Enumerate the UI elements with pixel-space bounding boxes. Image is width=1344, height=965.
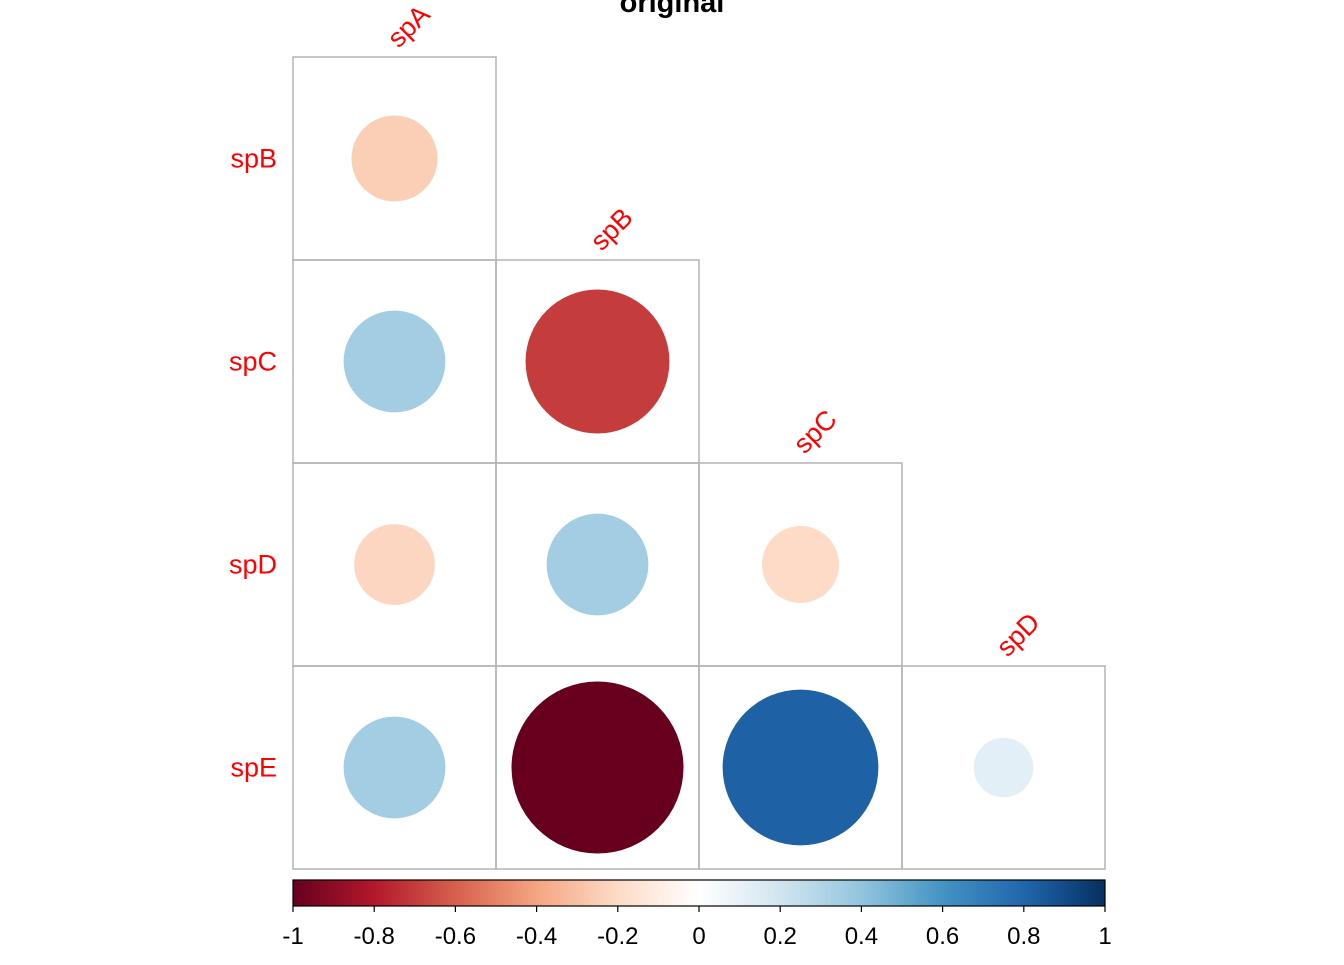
- circle-spE-spC: [722, 689, 879, 846]
- circle-marks: [343, 115, 1034, 854]
- colorbar-tick-label: 0.8: [1007, 923, 1040, 950]
- chart-title: original: [620, 0, 725, 19]
- circle-spE-spA: [343, 716, 446, 819]
- circle-spC-spA: [343, 310, 446, 413]
- col-label-spD: spD: [991, 607, 1046, 662]
- col-label-spA: spA: [382, 0, 436, 53]
- column-labels: spA spB spC spD: [382, 0, 1046, 662]
- colorbar-tick-label: -0.6: [435, 923, 476, 950]
- row-label-spE: spE: [230, 753, 277, 783]
- row-label-spC: spC: [229, 347, 277, 377]
- colorbar-tick-label: -0.2: [597, 923, 638, 950]
- circle-spD-spA: [354, 524, 435, 605]
- colorbar-tick-label: -1: [282, 923, 303, 950]
- colorbar: -1 -0.8 -0.6 -0.4 -0.2 0 0.2 0.4 0.6 0.8 1: [282, 879, 1112, 950]
- row-label-spD: spD: [229, 550, 277, 580]
- circle-spD-spC: [762, 526, 839, 603]
- row-labels: spB spC spD spE: [229, 144, 277, 783]
- circle-spB-spA: [351, 115, 438, 202]
- circle-spE-spD: [973, 737, 1034, 798]
- row-label-spB: spB: [230, 144, 277, 174]
- colorbar-tick-label: 0.6: [926, 923, 959, 950]
- circle-spE-spB: [511, 681, 684, 854]
- colorbar-tick-label: 1: [1098, 923, 1111, 950]
- colorbar-tick-label: -0.4: [516, 923, 557, 950]
- cell-grid: [292, 56, 1106, 870]
- colorbar-tick-label: 0.4: [845, 923, 878, 950]
- col-label-spC: spC: [788, 404, 843, 459]
- circle-spD-spB: [546, 513, 649, 616]
- colorbar-tick-label: -0.8: [354, 923, 395, 950]
- circle-spC-spB: [525, 289, 670, 434]
- col-label-spB: spB: [585, 202, 639, 256]
- colorbar-tick-label: 0.2: [764, 923, 797, 950]
- colorbar-tick-label: 0: [692, 923, 705, 950]
- colorbar-gradient: [292, 879, 1106, 907]
- cell-spE-spD: [901, 665, 1106, 870]
